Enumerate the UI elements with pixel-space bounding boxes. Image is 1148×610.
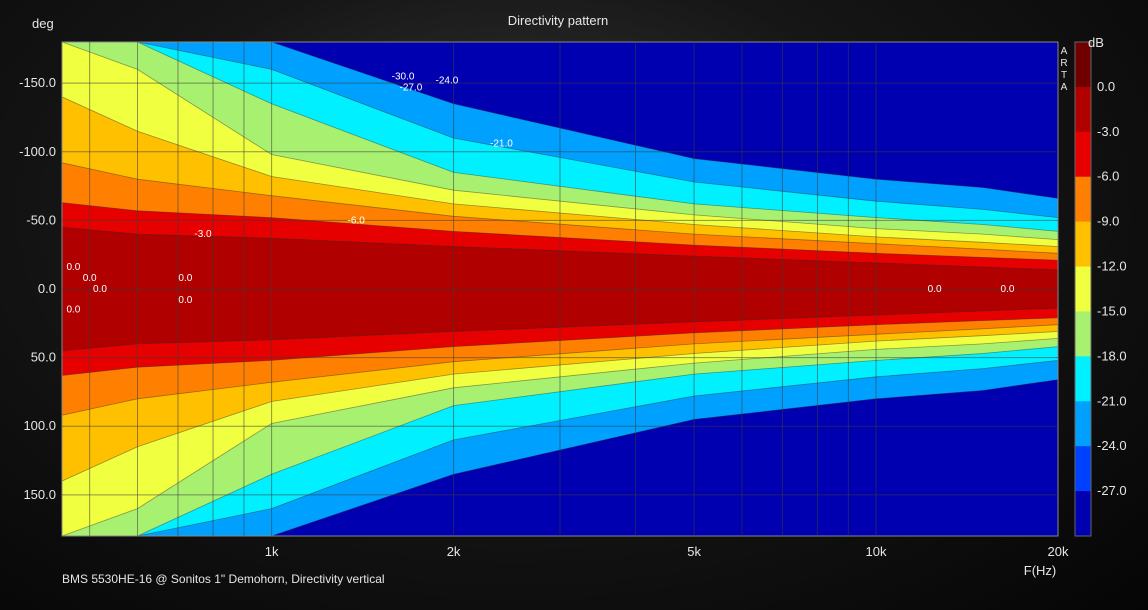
colorbar-swatch — [1075, 266, 1091, 312]
colorbar-tick-label: -3.0 — [1097, 124, 1119, 139]
y-axis-label: deg — [32, 16, 54, 31]
colorbar: 0.0 -3.0 -6.0 -9.0 -12.0 -15.0 -18.0 -21.0 -24.0… — [1060, 41, 1127, 537]
colorbar-tick-label: -27.0 — [1097, 483, 1127, 498]
contour-label: -6.0 — [348, 215, 366, 226]
contour-label: 0.0 — [93, 284, 107, 295]
arta-watermark-letter: A — [1061, 82, 1068, 93]
colorbar-swatch — [1075, 86, 1091, 133]
contour-labels: -30.0-27.0-24.0-21.0-3.0-6.00.00.00.00.0… — [66, 71, 1014, 315]
colorbar-swatch — [1075, 221, 1091, 268]
colorbar-swatch — [1075, 401, 1091, 447]
contour-label: 0.0 — [1001, 284, 1015, 295]
chart-title: Directivity pattern — [508, 13, 608, 28]
arta-watermark-letter: R — [1060, 58, 1067, 69]
y-tick-label: -50.0 — [26, 212, 56, 227]
y-tick-label: 100.0 — [23, 418, 56, 433]
arta-watermark-letter: A — [1061, 46, 1068, 57]
x-tick-label: 2k — [447, 544, 461, 559]
y-tick-labels: -150.0 -100.0 -50.0 0.0 50.0 100.0 150.0 — [19, 75, 56, 502]
colorbar-tick-label: -9.0 — [1097, 214, 1119, 229]
colorbar-swatch — [1075, 311, 1091, 357]
contour-label: 0.0 — [66, 262, 80, 273]
y-tick-label: -150.0 — [19, 75, 56, 90]
grid — [62, 42, 1058, 536]
contour-label: -24.0 — [436, 75, 459, 86]
y-tick-label: 150.0 — [23, 487, 56, 502]
colorbar-swatch — [1075, 131, 1091, 178]
colorbar-tick-label: -24.0 — [1097, 438, 1127, 453]
arta-watermark-letter: T — [1061, 70, 1067, 81]
colorbar-tick-label: -18.0 — [1097, 348, 1127, 363]
colorbar-tick-label: -15.0 — [1097, 303, 1127, 318]
x-tick-labels: 1k 2k 5k 10k 20k — [265, 544, 1069, 559]
contour-label: -21.0 — [490, 139, 513, 150]
contour-label: -30.0 — [392, 71, 415, 82]
colorbar-swatch — [1075, 176, 1091, 223]
x-axis-label: F(Hz) — [1024, 563, 1057, 578]
chart-footer: BMS 5530HE-16 @ Sonitos 1" Demohorn, Dir… — [62, 572, 385, 586]
x-tick-label: 10k — [866, 544, 887, 559]
contour-label: 0.0 — [66, 305, 80, 316]
contour-label: 0.0 — [928, 284, 942, 295]
colorbar-swatch — [1075, 42, 1091, 87]
contour-label: 0.0 — [83, 273, 97, 284]
contour-label: 0.0 — [178, 273, 192, 284]
y-tick-label: -100.0 — [19, 144, 56, 159]
x-tick-label: 1k — [265, 544, 279, 559]
colorbar-swatch — [1075, 356, 1091, 402]
colorbar-tick-label: -6.0 — [1097, 169, 1119, 184]
colorbar-frame — [1074, 41, 1092, 537]
y-tick-label: 0.0 — [38, 281, 56, 296]
colorbar-tick-label: -12.0 — [1097, 259, 1127, 274]
colorbar-swatch — [1075, 446, 1091, 492]
contour-label: 0.0 — [178, 295, 192, 306]
contour-label: -27.0 — [400, 82, 423, 93]
colorbar-tick-label: -21.0 — [1097, 393, 1127, 408]
colorbar-tick-label: 0.0 — [1097, 79, 1115, 94]
colorbar-unit: dB — [1088, 35, 1104, 50]
contour-label: -3.0 — [194, 229, 212, 240]
y-tick-label: 50.0 — [31, 350, 56, 365]
colorbar-swatch — [1075, 491, 1091, 537]
x-tick-label: 20k — [1048, 544, 1069, 559]
x-tick-label: 5k — [687, 544, 701, 559]
